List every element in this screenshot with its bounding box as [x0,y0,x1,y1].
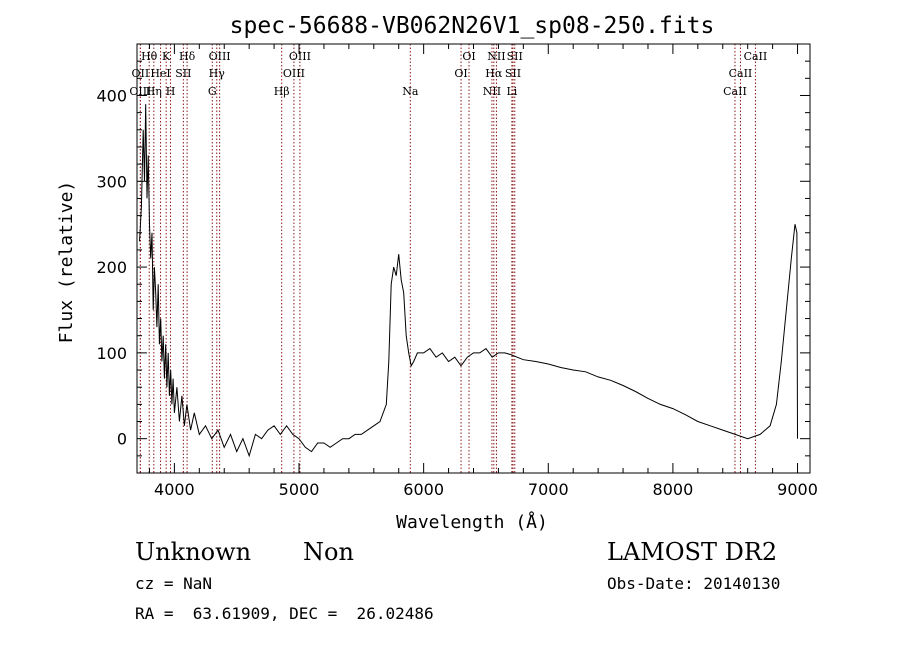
x-tick-label: 7000 [528,480,569,499]
plot-frame [136,43,811,474]
ra-dec: RA = 63.61909, DEC = 26.02486 [135,604,434,623]
observation-date: Obs-Date: 20140130 [607,574,781,593]
x-tick-label: 9000 [777,480,818,499]
line-label: OI [454,67,467,80]
y-tick-label: 0 [117,430,127,449]
line-label: Li [506,85,517,98]
line-label: SII [505,67,521,80]
y-tick-label: 300 [96,172,127,191]
line-label: OIII [209,50,231,63]
line-label: SII [175,67,191,80]
x-axis: 4000 5000 6000 7000 8000 9000 [148,44,818,499]
y-tick-label: 200 [96,258,127,277]
y-tick-label: 400 [96,86,127,105]
line-label: NII [487,50,505,63]
x-tick-label: 5000 [279,480,320,499]
redshift-cz: cz = NaN [135,574,213,593]
line-label: Na [402,85,419,98]
line-label: Hθ [141,50,158,63]
line-label: CaII [723,85,747,98]
x-tick-label: 6000 [403,480,444,499]
line-label: OIII [289,50,311,63]
line-label: Hδ [179,50,196,63]
x-axis-label: Wavelength (Å) [396,511,548,533]
object-class: Unknown [135,538,252,566]
line-label: SII [507,50,523,63]
line-label: Hβ [274,85,290,98]
line-label: Hγ [209,67,226,80]
object-subclass: Non [303,538,354,566]
line-label: HeI [150,67,170,80]
y-axis-label: Flux (relative) [56,181,77,344]
line-label: OII [132,67,150,80]
line-markers [139,44,756,473]
line-label: Hα [485,67,503,80]
line-label: OIII [283,67,305,80]
chart-title: spec-56688-VB062N26V1_sp08-250.fits [230,13,715,39]
line-label: OI [462,50,475,63]
line-label: OIII [129,85,151,98]
y-tick-label: 100 [96,344,127,363]
line-label: Hη [146,85,162,98]
line-label: CaII [729,67,753,80]
x-tick-label: 8000 [653,480,694,499]
line-labels: OII OIII Hθ Hη HeI K H SII Hδ G Hγ OIII Hβ OIII OIII Na… [129,50,767,98]
spectrum-line [139,104,798,458]
line-label: K [162,50,171,63]
line-label: NII [483,85,501,98]
line-label: CaII [744,50,768,63]
survey-name: LAMOST DR2 [607,538,778,566]
line-label: G [208,85,217,98]
line-label: H [166,85,176,98]
x-tick-label: 4000 [154,480,195,499]
y-axis: 0 100 200 300 400 [96,60,810,457]
